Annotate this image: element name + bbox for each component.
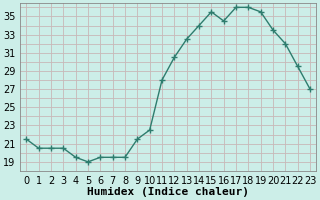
X-axis label: Humidex (Indice chaleur): Humidex (Indice chaleur)	[87, 187, 249, 197]
